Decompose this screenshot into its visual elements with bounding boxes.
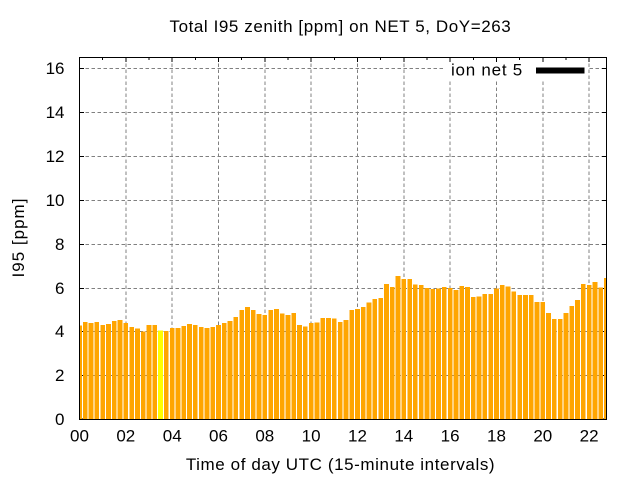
svg-text:16: 16: [46, 59, 65, 78]
svg-text:8: 8: [55, 235, 64, 254]
svg-text:0: 0: [55, 410, 64, 429]
svg-text:00: 00: [70, 426, 89, 445]
svg-text:2: 2: [55, 366, 64, 385]
svg-text:16: 16: [441, 426, 460, 445]
svg-text:08: 08: [255, 426, 274, 445]
svg-text:4: 4: [55, 322, 64, 341]
svg-text:14: 14: [46, 103, 65, 122]
svg-text:10: 10: [302, 426, 321, 445]
svg-text:ion net 5: ion net 5: [451, 61, 523, 80]
svg-text:12: 12: [348, 426, 367, 445]
svg-text:6: 6: [55, 279, 64, 298]
svg-text:12: 12: [46, 147, 65, 166]
svg-text:10: 10: [46, 191, 65, 210]
svg-text:22: 22: [580, 426, 599, 445]
svg-text:02: 02: [116, 426, 135, 445]
svg-text:06: 06: [209, 426, 228, 445]
svg-text:14: 14: [394, 426, 413, 445]
svg-text:I95 [ppm]: I95 [ppm]: [9, 198, 28, 278]
svg-text:20: 20: [533, 426, 552, 445]
svg-text:04: 04: [163, 426, 182, 445]
svg-text:18: 18: [487, 426, 506, 445]
svg-text:Total I95 zenith [ppm] on NET: Total I95 zenith [ppm] on NET 5, DoY=263: [169, 17, 511, 36]
svg-text:Time of day UTC (15-minute int: Time of day UTC (15-minute intervals): [186, 455, 495, 474]
